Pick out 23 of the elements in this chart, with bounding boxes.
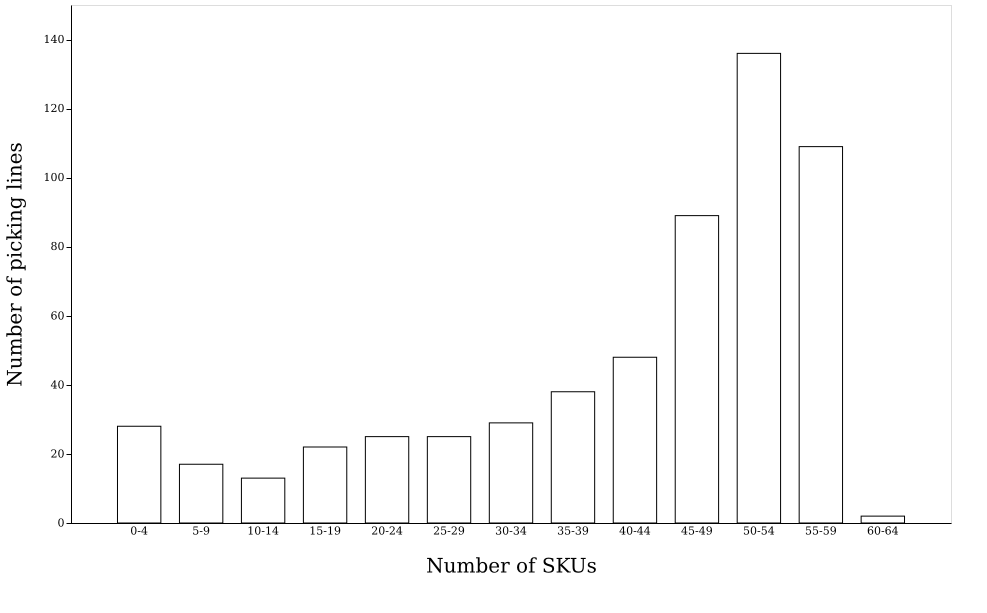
x-tick-label: 20-24	[371, 524, 403, 538]
x-tick-label: 55-59	[805, 524, 837, 538]
y-tick-label: 20	[50, 447, 64, 460]
x-tick-label: 40-44	[619, 524, 651, 538]
y-tick-label: 100	[44, 171, 64, 184]
x-tick-label: 35-39	[557, 524, 589, 538]
y-tick-label: 60	[50, 309, 64, 322]
x-tick-label: 15-19	[309, 524, 341, 538]
x-tick-label: 5-9	[192, 524, 210, 538]
x-tick-label: 30-34	[495, 524, 527, 538]
y-tick-label: 120	[44, 102, 64, 116]
x-tick-label: 60-64	[866, 524, 899, 538]
x-tick-label: 25-29	[433, 524, 465, 538]
x-tick-label: 10-14	[247, 524, 279, 538]
y-tick-label: 0	[58, 516, 64, 530]
y-tick-label: 140	[44, 33, 64, 46]
y-tick-label: 40	[50, 378, 64, 392]
x-tick-label: 45-49	[681, 524, 713, 538]
x-tick-label: 0-4	[130, 524, 148, 538]
y-tick-label: 80	[50, 240, 64, 254]
x-axis-title: Number of SKUs	[426, 554, 597, 578]
x-tick-label: 50-54	[743, 524, 775, 538]
y-axis-title: Number of picking lines	[2, 142, 27, 387]
